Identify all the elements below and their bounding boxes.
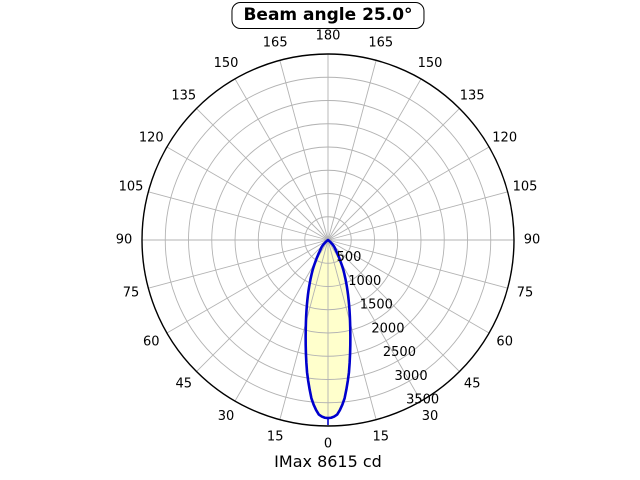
theta-tick-label: 30 xyxy=(218,409,235,424)
grid-spoke xyxy=(196,239,329,372)
polar-spine xyxy=(141,53,515,427)
grid-spoke xyxy=(279,239,329,420)
theta-tick-label: 30 xyxy=(422,409,439,424)
theta-tick-label: 135 xyxy=(460,88,485,103)
grid-spoke xyxy=(327,191,508,241)
grid-spoke xyxy=(327,108,460,241)
theta-tick-label: 165 xyxy=(368,36,393,51)
grid-spoke xyxy=(196,108,329,241)
r-tick-label: 3500 xyxy=(406,393,439,408)
grid-spoke xyxy=(327,78,422,241)
theta-tick-label: 90 xyxy=(524,233,541,248)
r-tick-label: 2500 xyxy=(383,345,416,360)
r-tick-label: 2000 xyxy=(371,321,404,336)
theta-tick-label: 120 xyxy=(139,131,164,146)
theta-tick-label: 150 xyxy=(418,56,443,71)
theta-tick-label: 90 xyxy=(116,233,133,248)
grid-spoke xyxy=(327,60,377,241)
grid-spoke xyxy=(327,146,490,241)
theta-tick-label: 105 xyxy=(513,180,538,195)
theta-tick-label: 60 xyxy=(496,335,513,350)
theta-tick-label: 60 xyxy=(143,335,160,350)
grid-spoke xyxy=(327,239,460,372)
theta-tick-label: 105 xyxy=(119,180,144,195)
theta-tick-label: 120 xyxy=(492,131,517,146)
theta-tick-label: 135 xyxy=(171,88,196,103)
r-tick-label: 1000 xyxy=(348,274,381,289)
grid-spoke xyxy=(327,239,377,420)
grid-spoke xyxy=(148,191,329,241)
theta-tick-label: 75 xyxy=(517,285,534,300)
theta-tick-label: 0 xyxy=(324,437,332,452)
imax-label: IMax 8615 cd xyxy=(274,452,382,471)
r-tick-label: 1500 xyxy=(360,298,393,313)
grid-spoke xyxy=(166,146,329,241)
grid-spoke xyxy=(148,239,329,289)
grid-spoke xyxy=(166,239,329,334)
chart-title: Beam angle 25.0° xyxy=(243,5,413,25)
r-tick-label: 3000 xyxy=(395,369,428,384)
theta-tick-label: 75 xyxy=(123,285,140,300)
theta-tick-label: 45 xyxy=(176,377,193,392)
grid-spoke xyxy=(279,60,329,241)
grid-spoke xyxy=(234,78,329,241)
theta-tick-label: 165 xyxy=(263,36,288,51)
theta-tick-label: 150 xyxy=(214,56,239,71)
grid-spoke xyxy=(327,239,490,334)
grid-spoke xyxy=(327,239,508,289)
chart-title-box: Beam angle 25.0° xyxy=(231,2,425,29)
r-tick-label: 500 xyxy=(337,250,362,265)
theta-tick-label: 15 xyxy=(373,430,390,445)
theta-tick-label: 180 xyxy=(316,29,341,44)
theta-tick-label: 45 xyxy=(464,377,481,392)
theta-tick-label: 15 xyxy=(267,430,284,445)
